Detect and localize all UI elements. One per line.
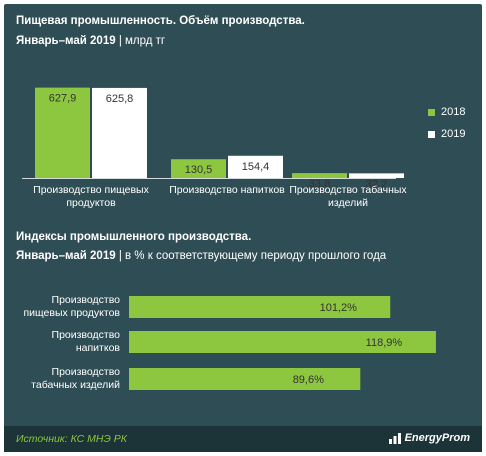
hbar-1 (129, 331, 436, 353)
hbar-label-0-1: пищевых продуктов (23, 307, 120, 319)
hbar-value-0: 101,2% (320, 302, 358, 314)
legend-swatch-2018 (428, 108, 435, 116)
footer: Источник: КС МНЭ РК EnergyProm (4, 426, 482, 452)
chart2-title: Индексы промышленного производства. (16, 231, 252, 243)
logo-text: EnergyProm (404, 432, 470, 444)
source-text: Источник: КС МНЭ РК (16, 433, 127, 445)
bar-2018-0 (35, 87, 90, 178)
data-label-2018-2: 33,8 (309, 178, 330, 190)
chart1-subtitle-unit: | млрд тг (115, 35, 166, 47)
data-label-2019-2: 32,2 (366, 178, 387, 190)
bar-2019-1 (228, 155, 283, 178)
legend-label-2018: 2018 (441, 106, 466, 118)
hbar-value-1: 118,9% (366, 337, 403, 349)
logo-icon (388, 433, 401, 444)
legend-item-2019: 2019 (428, 128, 465, 140)
data-label-2019-1: 154,4 (242, 161, 270, 173)
data-label-2018-1: 130,5 (185, 164, 213, 176)
hbar-2 (129, 368, 361, 390)
data-label-2019-0: 625,8 (106, 93, 134, 105)
chart1-subtitle-period: Январь–май 2019 (16, 35, 116, 47)
hbar-label-2-0: Производство (52, 366, 121, 378)
category-label-2-0: Производство табачных (289, 184, 407, 196)
bar-2018-2 (292, 173, 347, 178)
bar-2019-0 (92, 87, 147, 178)
legend-swatch-2019 (428, 130, 435, 138)
hbar-label-2-1: табачных изделий (31, 379, 120, 391)
chart2-subtitle-period: Январь–май 2019 (16, 250, 116, 262)
chart2-subtitle: Январь–май 2019 | в % к соответствующему… (16, 250, 386, 262)
legend-label-2019: 2019 (441, 128, 466, 140)
energyprom-logo: EnergyProm (388, 432, 470, 444)
data-label-2018-0: 627,9 (49, 93, 77, 105)
hbar-label-1-0: Производство (52, 329, 121, 341)
category-label-2-1: изделий (328, 197, 368, 209)
category-label-0-0: Производство пищевых (33, 184, 149, 196)
legend-item-2018: 2018 (428, 106, 465, 118)
hbar-label-1-1: напитков (76, 342, 121, 354)
chart2-subtitle-unit: | в % к соответствующему периоду прошлог… (115, 250, 387, 262)
bar-2019-2 (349, 173, 404, 178)
chart1-subtitle: Январь–май 2019 | млрд тг (16, 35, 165, 47)
hbar-value-2: 89,6% (293, 374, 324, 386)
hbar-0 (129, 296, 391, 318)
infographic-card: Пищевая промышленность. Объём производст… (4, 4, 482, 452)
category-label-1-0: Производство напитков (169, 184, 285, 196)
hbar-label-0-0: Производство (52, 294, 121, 306)
chart1-title: Пищевая промышленность. Объём производст… (16, 15, 305, 27)
bar-2018-1 (171, 159, 226, 178)
category-label-0-1: продуктов (66, 197, 116, 209)
